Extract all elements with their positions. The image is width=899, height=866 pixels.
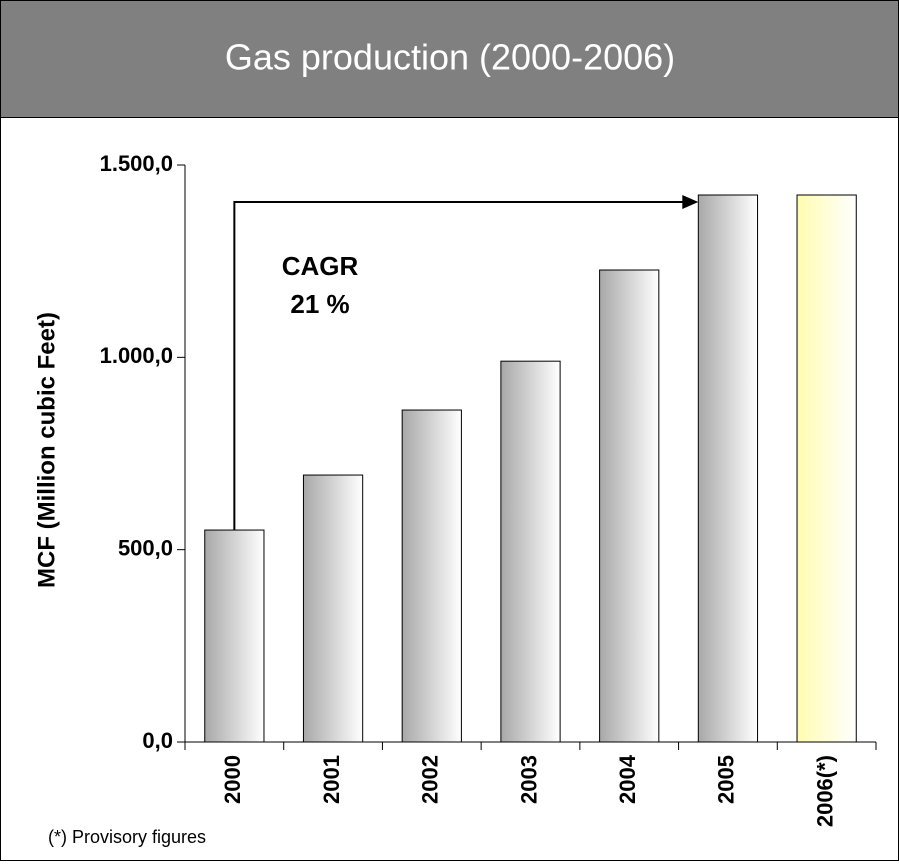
- x-tick-label: 2002: [418, 755, 443, 804]
- annotation: CAGR: [282, 251, 359, 281]
- x-tick-label: 2004: [615, 754, 640, 804]
- bar: [401, 409, 462, 743]
- annotation: 21 %: [290, 289, 349, 319]
- y-axis-label: MCF (Million cubic Feet): [33, 312, 60, 588]
- x-tick-label: 2003: [516, 755, 541, 804]
- y-tick-label: 0,0: [142, 728, 173, 753]
- bar: [697, 194, 759, 743]
- bar: [500, 360, 561, 743]
- x-tick-label: 2000: [220, 755, 245, 804]
- y-tick-label: 1.500,0: [100, 151, 173, 176]
- footnote: (*) Provisory figures: [48, 827, 206, 847]
- arrow-head: [682, 195, 699, 209]
- x-tick-label: 2005: [714, 755, 739, 804]
- cagr-arrow: [233, 201, 685, 531]
- x-tick-label: 2006(*): [812, 755, 837, 827]
- title-bar: [0, 0, 899, 118]
- chart-title: Gas production (2000-2006): [225, 37, 675, 78]
- y-tick-label: 500,0: [118, 535, 173, 560]
- y-tick-label: 1.000,0: [100, 343, 173, 368]
- bar: [204, 529, 265, 743]
- x-tick-label: 2001: [319, 755, 344, 804]
- bar: [599, 269, 660, 743]
- bar: [796, 194, 857, 743]
- bar: [302, 474, 364, 743]
